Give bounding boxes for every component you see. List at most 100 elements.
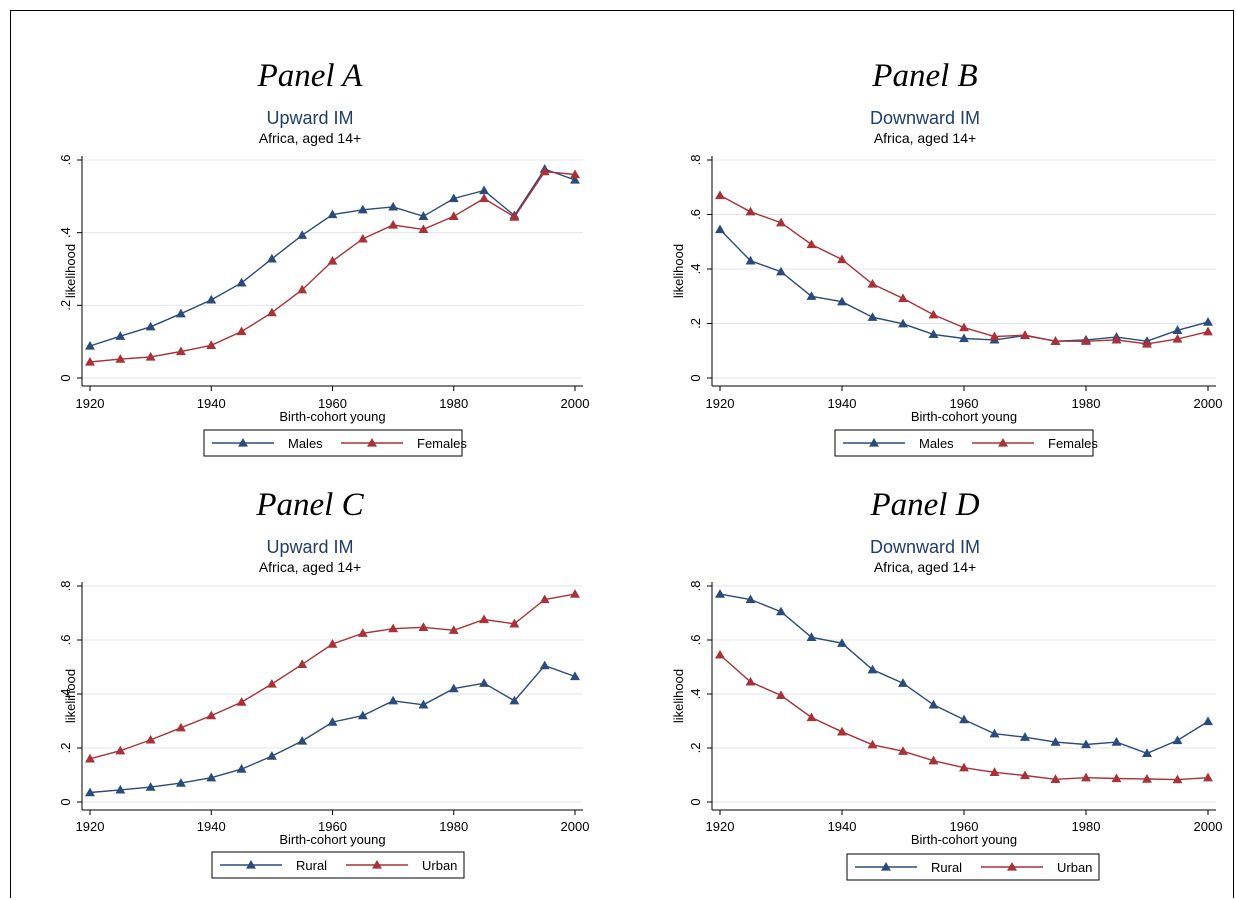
data-point [715,649,725,659]
data-point [1142,338,1152,348]
data-point [1050,774,1061,783]
data-point [145,321,156,331]
chart-subtitle: Africa, aged 14+ [874,130,976,146]
x-tick-label: 1940 [197,396,226,411]
series-line [719,194,1209,345]
data-point [388,695,399,705]
data-point [236,326,247,336]
chart-panel-3: Panel C Upward IM Africa, aged 14+ 0 .2 .4 .6.… [58,487,590,879]
legend-item-males: Males [843,436,954,451]
legend-marker [367,437,377,447]
data-point [85,753,95,763]
data-point [989,767,1000,776]
y-tick-label: .4 [58,689,73,700]
data-point [85,341,95,350]
legend-item-females: Females [341,436,467,451]
panel-label: Panel C [255,487,364,523]
data-point [898,293,908,303]
data-point [1203,326,1213,336]
y-tick-label: .2 [58,743,73,754]
data-point [145,734,156,744]
series-line [89,664,576,794]
legend-label: Females [1048,436,1098,451]
data-point [1111,773,1122,783]
x-tick-label: 2000 [561,819,590,834]
legend-item-urban: Urban [346,858,457,873]
data-point [1050,336,1061,345]
legend: Rural Urban [211,851,465,879]
legend-item-males: Males [212,436,323,451]
data-point [1142,748,1152,758]
legend-item-females: Females [972,436,1098,451]
legend-label: Rural [296,858,327,873]
data-point [837,638,847,647]
x-tick-label: 2000 [1194,396,1223,411]
series-males [85,164,580,350]
data-point [175,722,186,732]
legend-marker [372,859,382,869]
data-point [539,594,550,604]
data-point [806,239,817,249]
data-point [206,772,217,782]
data-point [1111,334,1122,344]
y-tick-label: .8 [688,581,703,592]
data-point [1020,770,1030,780]
data-point [206,340,217,349]
series-line [89,170,576,363]
data-point [928,329,939,339]
data-point [297,659,308,668]
data-point [1081,336,1091,345]
data-point [418,211,429,220]
data-point [1111,737,1122,746]
data-point [715,190,725,200]
data-point [837,726,847,736]
data-point [898,746,908,755]
series-rural [85,660,580,797]
x-tick-label: 1980 [439,396,468,411]
data-point [776,266,786,276]
data-point [867,739,878,749]
data-point [539,660,550,670]
data-point [837,254,847,264]
x-tick-label: 1960 [318,819,347,834]
data-point [989,331,1000,341]
data-point [539,166,550,176]
data-point [297,230,308,239]
y-axis-label: likelihood [671,244,686,298]
legend: Rural Urban [846,853,1100,881]
chart-title: Upward IM [266,537,353,557]
x-tick-label: 1920 [706,819,735,834]
x-tick-label: 1980 [1072,819,1101,834]
data-point [806,712,817,722]
data-point [85,356,95,366]
data-point [236,697,247,706]
data-point [388,201,399,211]
data-point [327,209,338,219]
figure-frame [10,10,1234,898]
panel-label: Panel D [869,487,979,523]
series-urban [85,589,580,763]
data-point [145,351,156,361]
chart-title: Downward IM [870,108,980,128]
x-tick-label: 2000 [561,396,590,411]
data-point [837,296,847,306]
data-point [115,784,126,794]
data-point [266,307,277,317]
data-point [745,594,756,604]
legend: Males Females [203,429,467,457]
data-point [1050,737,1061,746]
x-tick-label: 1940 [828,396,857,411]
chart-panel-4: Panel D Downward IM Africa, aged 14+ 0 .2 .4.… [671,487,1222,881]
data-point [776,606,786,616]
data-point [115,745,126,755]
data-point [327,717,338,726]
data-point [509,618,520,628]
data-point [806,291,817,300]
data-point [959,762,969,772]
x-axis-label: Birth-cohort young [911,832,1017,847]
data-point [479,193,490,203]
x-tick-label: 1960 [950,819,979,834]
chart-subtitle: Africa, aged 14+ [259,130,361,146]
data-point [448,625,459,634]
